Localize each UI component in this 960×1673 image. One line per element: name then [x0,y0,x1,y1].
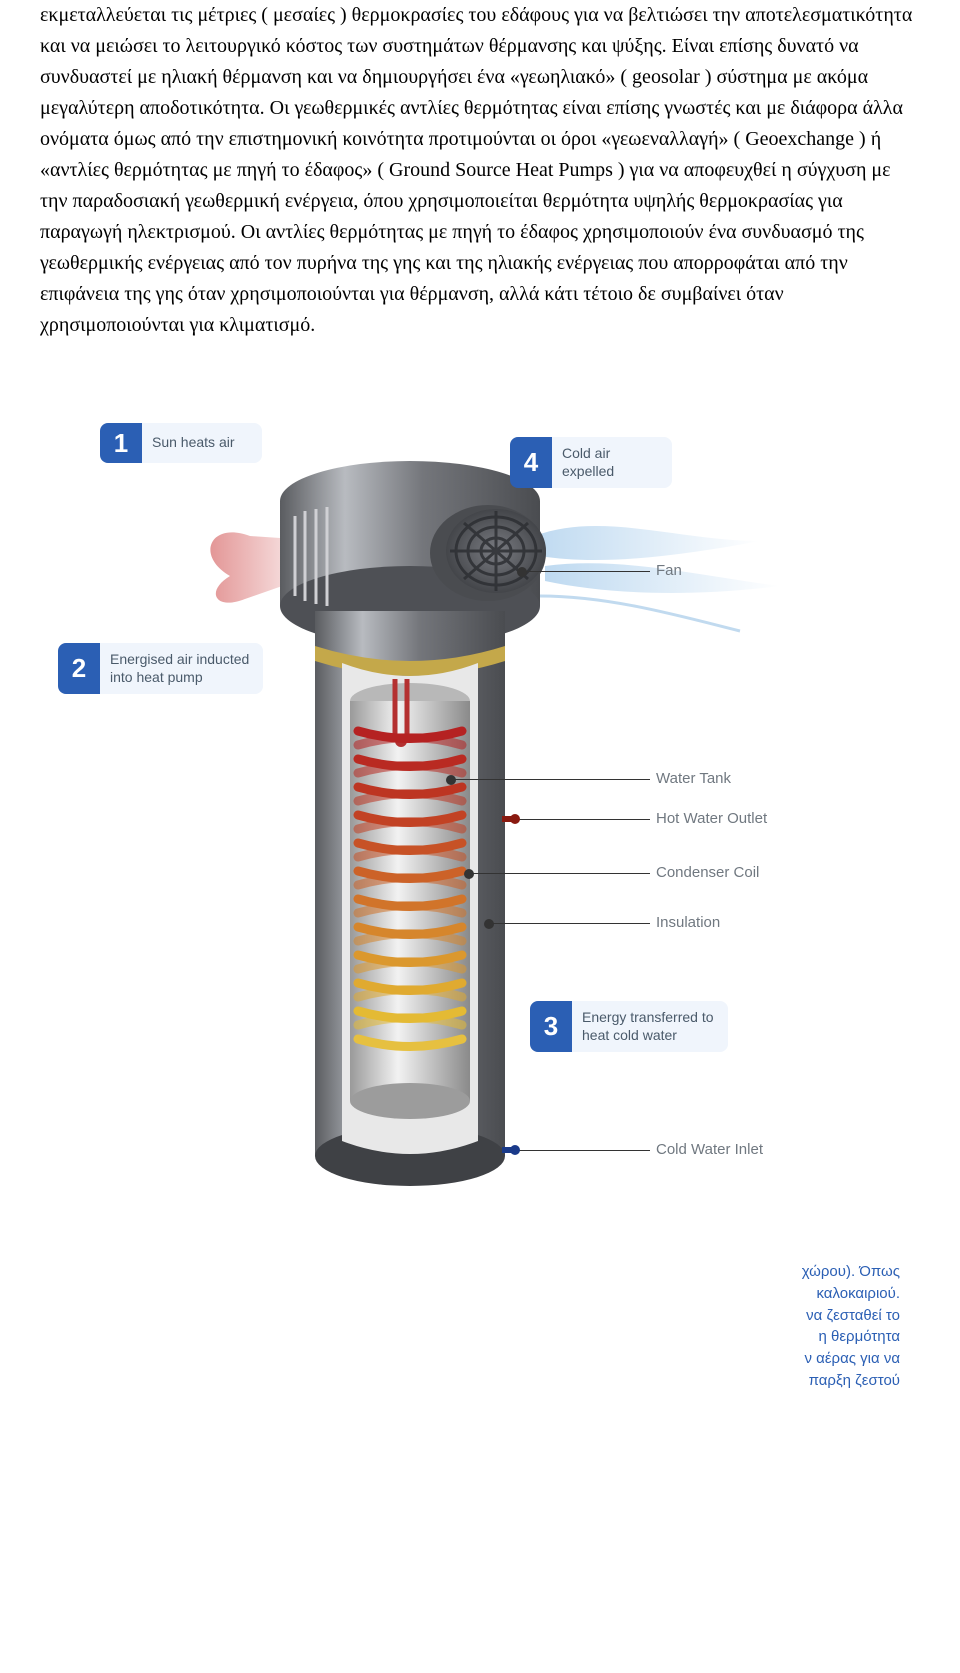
body-paragraph: εκμεταλλεύεται τις μέτριες ( μεσαίες ) θ… [40,0,920,341]
callout-3-text: Energy transferred to heat cold water [572,1001,728,1052]
label-fan: Fan [656,562,682,580]
callout-4-num: 4 [510,437,552,488]
pointer-cold-dot [510,1145,520,1155]
heat-pump-diagram: 1 Sun heats air 4 Cold air expelled 2 En… [40,401,900,1221]
pointer-insulation-line [488,923,650,924]
label-cold-water-inlet: Cold Water Inlet [656,1141,763,1159]
callout-1-num: 1 [100,423,142,463]
pointer-hot-dot [510,814,520,824]
bottom-fragment: χώρου). Όπως καλοκαιριού. να ζεσταθεί το… [40,1261,920,1392]
callout-1-text: Sun heats air [142,423,262,463]
pointer-cold-line [515,1150,650,1151]
pointer-insulation-dot [484,919,494,929]
bottom-fragment-line-1: χώρου). Όπως [40,1261,900,1283]
pointer-fan-dot [517,567,527,577]
pointer-fan-line [520,571,650,572]
callout-2-text: Energised air inducted into heat pump [100,643,263,694]
pointer-tank-dot [446,775,456,785]
pointer-coil-dot [464,869,474,879]
callout-2: 2 Energised air inducted into heat pump [58,643,263,694]
callout-3: 3 Energy transferred to heat cold water [530,1001,728,1052]
callout-4-text: Cold air expelled [552,437,672,488]
bottom-fragment-line-2: καλοκαιριού. [40,1283,900,1305]
callout-2-num: 2 [58,643,100,694]
pointer-hot-line [515,819,650,820]
callout-3-num: 3 [530,1001,572,1052]
pointer-tank-line [450,779,650,780]
label-water-tank: Water Tank [656,770,731,788]
label-condenser-coil: Condenser Coil [656,864,759,882]
bottom-fragment-line-6: παρξη ζεστού [40,1370,900,1392]
label-insulation: Insulation [656,914,720,932]
heat-pump-svg [40,401,900,1221]
bottom-fragment-line-3: να ζεσταθεί το [40,1305,900,1327]
callout-4: 4 Cold air expelled [510,437,672,488]
pointer-coil-line [468,873,650,874]
bottom-fragment-line-5: ν αέρας για να [40,1348,900,1370]
callout-1: 1 Sun heats air [100,423,262,463]
bottom-fragment-line-4: η θερμότητα [40,1326,900,1348]
label-hot-water-outlet: Hot Water Outlet [656,810,767,828]
